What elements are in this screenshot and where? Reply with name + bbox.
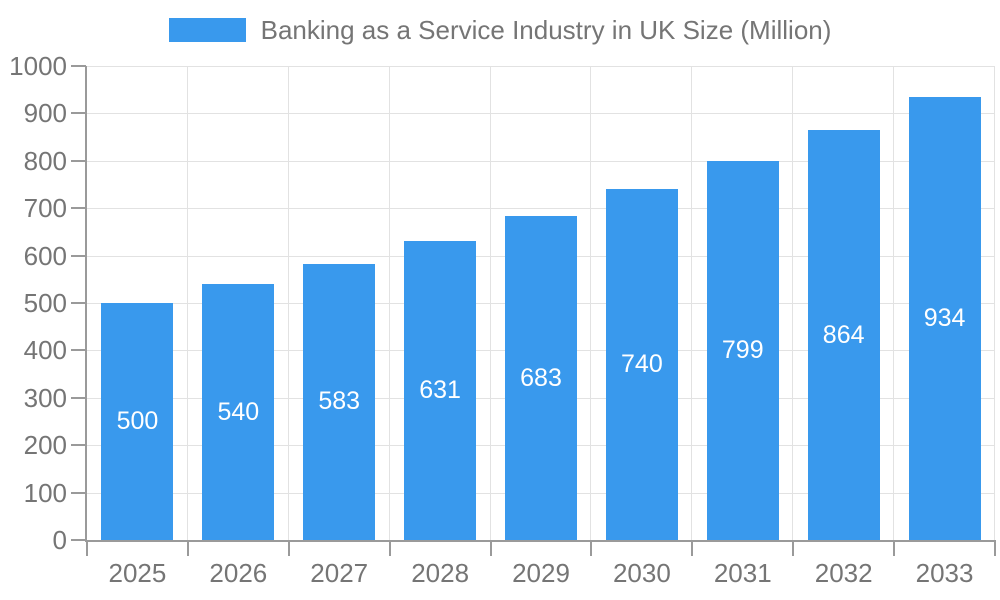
bar-value-label: 740 bbox=[621, 350, 663, 379]
gridline-vertical bbox=[994, 66, 995, 540]
bar-value-label: 683 bbox=[520, 363, 562, 392]
y-axis-tick bbox=[71, 539, 86, 541]
gridline-vertical bbox=[590, 66, 592, 540]
x-axis-tick-label: 2030 bbox=[612, 558, 671, 588]
y-axis-tick-label: 700 bbox=[23, 193, 67, 224]
y-axis-tick bbox=[71, 491, 86, 494]
bar-value-label: 934 bbox=[923, 304, 966, 333]
x-axis-tick-label: 2031 bbox=[713, 558, 772, 588]
y-axis-tick bbox=[71, 65, 86, 67]
gridline-vertical bbox=[388, 66, 390, 540]
y-axis-tick bbox=[71, 112, 86, 115]
bar-2027[interactable]: 583 bbox=[303, 263, 376, 540]
y-axis-tick bbox=[71, 444, 86, 447]
bar-2025[interactable]: 500 bbox=[101, 303, 174, 540]
gridline-vertical bbox=[691, 66, 693, 540]
x-axis-tick-label: 2026 bbox=[209, 558, 268, 588]
x-axis-tick-label: 2028 bbox=[411, 558, 470, 588]
x-axis-tick bbox=[792, 540, 795, 556]
y-axis-tick-label: 0 bbox=[52, 525, 67, 555]
gridline-vertical bbox=[186, 66, 188, 540]
x-axis-tick-label: 2033 bbox=[915, 558, 974, 588]
chart-legend[interactable]: Banking as a Service Industry in UK Size… bbox=[0, 14, 1000, 45]
gridline-horizontal bbox=[87, 208, 995, 210]
y-axis-tick bbox=[71, 159, 86, 162]
y-axis-tick bbox=[71, 396, 86, 399]
y-axis-tick-label: 400 bbox=[23, 335, 67, 366]
legend-label: Banking as a Service Industry in UK Size… bbox=[260, 14, 832, 45]
bar-value-label: 631 bbox=[419, 375, 461, 404]
y-axis-line bbox=[85, 66, 87, 540]
gridline-vertical bbox=[489, 66, 491, 540]
x-axis-tick bbox=[388, 540, 391, 556]
y-axis-tick bbox=[71, 254, 86, 257]
x-axis-tick bbox=[893, 540, 896, 556]
gridline-vertical bbox=[287, 66, 289, 540]
bar-2033[interactable]: 934 bbox=[908, 97, 981, 540]
x-axis-tick bbox=[287, 540, 290, 556]
gridline-horizontal bbox=[87, 160, 995, 162]
y-axis-tick-label: 300 bbox=[23, 382, 67, 413]
gridline-horizontal bbox=[87, 113, 995, 115]
x-axis-tick bbox=[86, 540, 88, 556]
bar-2026[interactable]: 540 bbox=[202, 284, 275, 540]
gridline-vertical bbox=[792, 66, 794, 540]
y-axis-tick-label: 1000 bbox=[9, 51, 67, 81]
bar-2029[interactable]: 683 bbox=[505, 216, 577, 540]
y-axis-tick-label: 100 bbox=[23, 477, 67, 508]
bar-2028[interactable]: 631 bbox=[404, 240, 477, 540]
bar-value-label: 500 bbox=[116, 407, 159, 435]
x-axis-tick-label: 2032 bbox=[814, 558, 873, 588]
plot-area: 500 540 583 631 683 740 799 864 934 bbox=[87, 66, 995, 540]
bar-value-label: 864 bbox=[822, 320, 865, 349]
x-axis-tick bbox=[994, 540, 996, 556]
y-axis-tick-label: 200 bbox=[23, 430, 67, 461]
y-axis-tick-label: 500 bbox=[23, 288, 67, 318]
x-axis-tick bbox=[590, 540, 593, 556]
bar-value-label: 540 bbox=[217, 397, 260, 426]
x-axis-tick-label: 2027 bbox=[310, 558, 369, 588]
y-axis-tick-label: 600 bbox=[23, 240, 67, 271]
x-axis-tick-label: 2029 bbox=[512, 558, 570, 588]
x-axis-tick bbox=[489, 540, 492, 556]
y-axis-tick-label: 900 bbox=[23, 98, 67, 129]
bar-2030[interactable]: 740 bbox=[605, 189, 678, 540]
y-axis-tick-label: 800 bbox=[23, 145, 67, 176]
bar-2032[interactable]: 864 bbox=[807, 130, 880, 540]
bar-2031[interactable]: 799 bbox=[706, 161, 779, 540]
gridline-vertical bbox=[893, 66, 895, 540]
x-axis-tick bbox=[691, 540, 694, 556]
x-axis-tick-label: 2025 bbox=[108, 558, 167, 588]
bar-value-label: 583 bbox=[318, 387, 361, 416]
y-axis-tick bbox=[71, 207, 86, 210]
legend-swatch bbox=[168, 18, 246, 42]
y-axis-tick bbox=[71, 302, 86, 304]
gridline-horizontal bbox=[87, 66, 995, 67]
x-axis-tick bbox=[186, 540, 189, 556]
y-axis-tick bbox=[71, 349, 86, 352]
x-axis-line bbox=[85, 540, 995, 542]
bar-value-label: 799 bbox=[721, 336, 764, 365]
